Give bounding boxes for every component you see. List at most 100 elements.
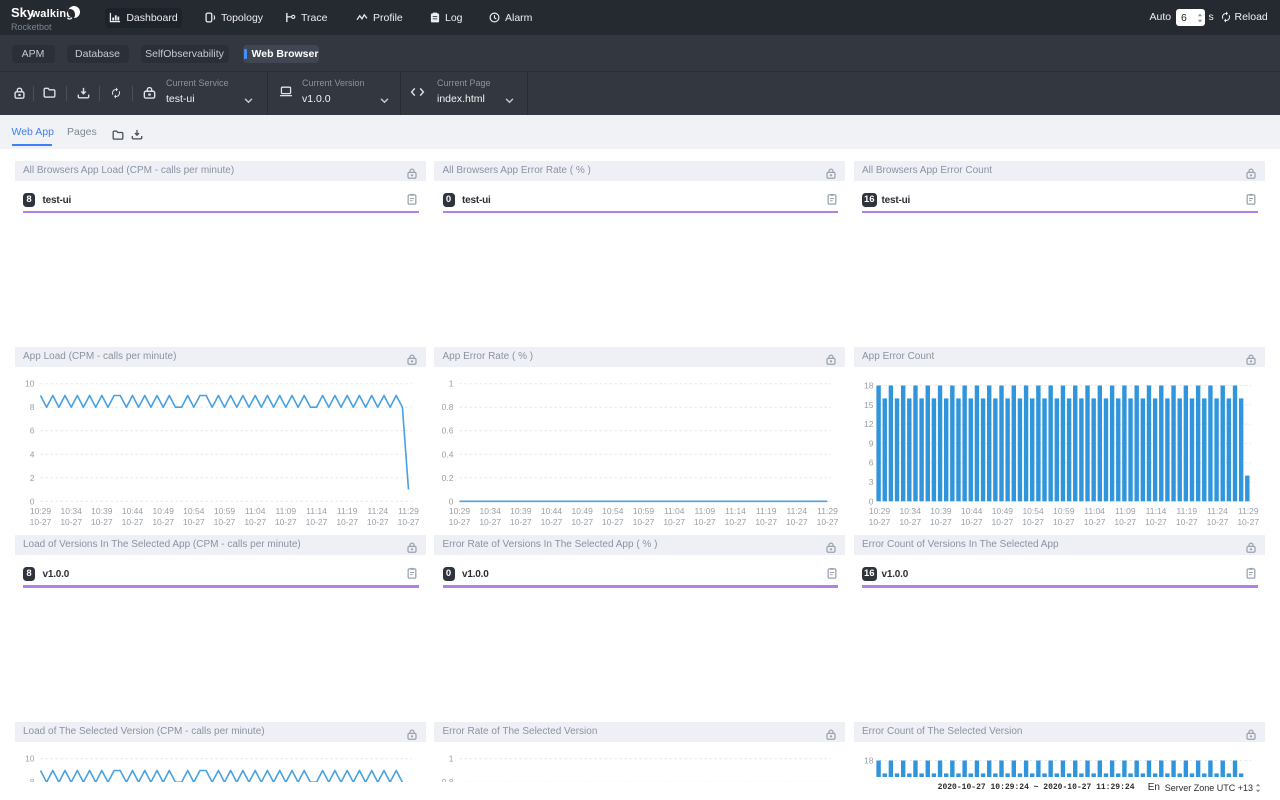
svg-text:10:39: 10:39 xyxy=(91,506,113,516)
svg-text:10-27: 10-27 xyxy=(152,517,174,527)
svg-text:4: 4 xyxy=(29,450,34,460)
svg-text:10-27: 10-27 xyxy=(786,517,808,527)
svg-text:8: 8 xyxy=(29,402,34,412)
svg-text:10:44: 10:44 xyxy=(961,506,983,516)
svg-text:11:14: 11:14 xyxy=(306,506,327,516)
svg-text:10-27: 10-27 xyxy=(571,517,593,527)
svg-text:11:14: 11:14 xyxy=(725,506,746,516)
svg-text:11:29: 11:29 xyxy=(398,506,419,516)
svg-text:10-27: 10-27 xyxy=(633,517,655,527)
svg-text:10:29: 10:29 xyxy=(29,506,51,516)
svg-text:11:24: 11:24 xyxy=(367,506,388,516)
svg-text:9: 9 xyxy=(868,439,873,449)
svg-text:10-27: 10-27 xyxy=(449,517,471,527)
svg-text:10:44: 10:44 xyxy=(121,506,143,516)
svg-text:0: 0 xyxy=(29,497,34,507)
svg-text:2: 2 xyxy=(29,473,34,483)
svg-text:10-27: 10-27 xyxy=(274,517,296,527)
svg-text:10-27: 10-27 xyxy=(930,517,952,527)
svg-text:10-27: 10-27 xyxy=(510,517,532,527)
svg-text:10:34: 10:34 xyxy=(480,506,502,516)
svg-text:10-27: 10-27 xyxy=(1206,517,1228,527)
svg-text:10-27: 10-27 xyxy=(366,517,388,527)
svg-text:10-27: 10-27 xyxy=(817,517,839,527)
svg-text:18: 18 xyxy=(864,756,874,766)
svg-text:10-27: 10-27 xyxy=(755,517,777,527)
svg-text:0.4: 0.4 xyxy=(442,450,454,460)
svg-text:10-27: 10-27 xyxy=(602,517,624,527)
svg-text:10-27: 10-27 xyxy=(960,517,982,527)
svg-text:0.6: 0.6 xyxy=(442,426,454,436)
svg-text:15: 15 xyxy=(864,400,874,410)
svg-text:10: 10 xyxy=(25,379,35,389)
svg-text:10-27: 10-27 xyxy=(1145,517,1167,527)
svg-text:10:39: 10:39 xyxy=(510,506,532,516)
svg-text:10-27: 10-27 xyxy=(182,517,204,527)
svg-text:10-27: 10-27 xyxy=(899,517,921,527)
svg-text:10-27: 10-27 xyxy=(244,517,266,527)
svg-text:10:59: 10:59 xyxy=(633,506,655,516)
svg-text:10-27: 10-27 xyxy=(991,517,1013,527)
svg-text:11:04: 11:04 xyxy=(664,506,685,516)
svg-text:11:09: 11:09 xyxy=(694,506,715,516)
svg-text:10-27: 10-27 xyxy=(694,517,716,527)
svg-text:0.8: 0.8 xyxy=(442,778,454,782)
svg-text:10-27: 10-27 xyxy=(60,517,82,527)
svg-text:10-27: 10-27 xyxy=(121,517,143,527)
svg-text:10:54: 10:54 xyxy=(183,506,205,516)
svg-text:11:09: 11:09 xyxy=(275,506,296,516)
svg-text:10-27: 10-27 xyxy=(1052,517,1074,527)
svg-text:10:49: 10:49 xyxy=(572,506,594,516)
svg-text:10:54: 10:54 xyxy=(1022,506,1044,516)
svg-text:11:19: 11:19 xyxy=(336,506,357,516)
svg-text:10-27: 10-27 xyxy=(541,517,563,527)
svg-text:11:14: 11:14 xyxy=(1145,506,1166,516)
svg-text:10:29: 10:29 xyxy=(868,506,890,516)
svg-text:11:04: 11:04 xyxy=(1084,506,1105,516)
svg-text:11:24: 11:24 xyxy=(1207,506,1228,516)
svg-text:10-27: 10-27 xyxy=(868,517,890,527)
svg-text:10-27: 10-27 xyxy=(479,517,501,527)
svg-text:12: 12 xyxy=(864,419,874,429)
svg-text:10:29: 10:29 xyxy=(449,506,471,516)
svg-text:10:34: 10:34 xyxy=(60,506,82,516)
svg-text:10-27: 10-27 xyxy=(336,517,358,527)
svg-text:10:54: 10:54 xyxy=(602,506,624,516)
svg-text:11:19: 11:19 xyxy=(756,506,777,516)
svg-text:6: 6 xyxy=(868,458,873,468)
svg-text:10: 10 xyxy=(25,754,35,764)
svg-text:10-27: 10-27 xyxy=(1175,517,1197,527)
svg-text:10-27: 10-27 xyxy=(213,517,235,527)
svg-text:10:34: 10:34 xyxy=(899,506,921,516)
svg-text:0: 0 xyxy=(449,497,454,507)
svg-text:0: 0 xyxy=(868,497,873,507)
svg-text:11:29: 11:29 xyxy=(1237,506,1258,516)
svg-text:1: 1 xyxy=(449,754,454,764)
svg-text:10-27: 10-27 xyxy=(90,517,112,527)
svg-text:18: 18 xyxy=(864,381,874,391)
svg-text:10-27: 10-27 xyxy=(397,517,419,527)
svg-text:10-27: 10-27 xyxy=(1237,517,1259,527)
svg-text:11:04: 11:04 xyxy=(244,506,265,516)
svg-text:3: 3 xyxy=(868,477,873,487)
svg-text:6: 6 xyxy=(29,426,34,436)
svg-text:8: 8 xyxy=(29,778,34,782)
svg-text:10-27: 10-27 xyxy=(29,517,51,527)
svg-text:0.2: 0.2 xyxy=(442,473,454,483)
svg-text:10:39: 10:39 xyxy=(930,506,952,516)
svg-text:10:44: 10:44 xyxy=(541,506,563,516)
svg-text:10:49: 10:49 xyxy=(152,506,174,516)
svg-text:10-27: 10-27 xyxy=(1083,517,1105,527)
svg-text:10-27: 10-27 xyxy=(305,517,327,527)
svg-text:10-27: 10-27 xyxy=(663,517,685,527)
svg-text:11:09: 11:09 xyxy=(1114,506,1135,516)
svg-text:11:19: 11:19 xyxy=(1176,506,1197,516)
svg-text:1: 1 xyxy=(449,379,454,389)
svg-text:0.8: 0.8 xyxy=(442,402,454,412)
svg-text:11:29: 11:29 xyxy=(817,506,838,516)
svg-text:10:49: 10:49 xyxy=(991,506,1013,516)
svg-text:10-27: 10-27 xyxy=(1114,517,1136,527)
svg-text:10-27: 10-27 xyxy=(725,517,747,527)
svg-text:10:59: 10:59 xyxy=(1053,506,1075,516)
svg-text:10-27: 10-27 xyxy=(1022,517,1044,527)
